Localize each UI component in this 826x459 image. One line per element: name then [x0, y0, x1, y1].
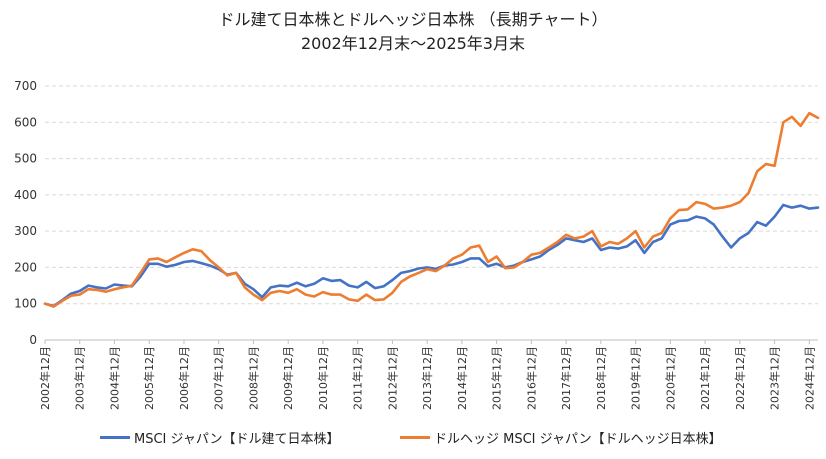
x-tick-label: 2006年12月 [177, 346, 191, 410]
x-tick-label: 2020年12月 [663, 346, 677, 410]
x-tick-label: 2005年12月 [142, 346, 156, 410]
chart-subtitle: 2002年12月末〜2025年3月末 [301, 34, 525, 53]
line-chart: 0 100 200 300 400 500 600 700 2002年12月 2003年12月 20… [14, 79, 820, 410]
y-tick-label: 100 [14, 297, 37, 311]
x-tick-label: 2004年12月 [107, 346, 121, 410]
x-tick-label: 2022年12月 [733, 346, 747, 410]
x-tick-label: 2014年12月 [455, 346, 469, 410]
x-tick-label: 2013年12月 [420, 346, 434, 410]
y-tick-label: 200 [14, 260, 37, 274]
x-tick-label: 2015年12月 [490, 346, 504, 410]
legend-item-usd-japan: MSCI ジャパン【ドル建て日本株】 [100, 428, 340, 447]
x-tick-label: 2012年12月 [385, 346, 399, 410]
y-tick-label: 300 [14, 224, 37, 238]
x-tick-label: 2007年12月 [212, 346, 226, 410]
x-tick-label: 2003年12月 [73, 346, 87, 410]
y-tick-label: 500 [14, 152, 37, 166]
series-line-usd-japan [43, 203, 820, 308]
legend-swatch-orange [400, 436, 430, 439]
x-tick-label: 2009年12月 [281, 346, 295, 410]
x-tick-label: 2016年12月 [524, 346, 538, 410]
x-tick-label: 2018年12月 [594, 346, 608, 410]
y-tick-label: 700 [14, 79, 37, 93]
x-tick-label: 2019年12月 [629, 346, 643, 410]
x-tick-label: 2010年12月 [316, 346, 330, 410]
series-line-hedged-japan [43, 111, 820, 308]
y-tick-label: 600 [14, 115, 37, 129]
legend-swatch-blue [100, 436, 130, 439]
y-tick-label: 0 [29, 333, 37, 347]
legend-label: ドルヘッジ MSCI ジャパン【ドルヘッジ日本株】 [434, 432, 722, 447]
x-tick-label: 2017年12月 [559, 346, 573, 410]
x-tick-label: 2021年12月 [698, 346, 712, 410]
x-tick-label: 2011年12月 [351, 346, 365, 410]
legend: MSCI ジャパン【ドル建て日本株】 ドルヘッジ MSCI ジャパン【ドルヘッジ… [0, 428, 826, 450]
y-tick-label: 400 [14, 188, 37, 202]
x-tick-label: 2023年12月 [768, 346, 782, 410]
chart-title: ドル建て日本株とドルヘッジ日本株 （長期チャート） [218, 10, 608, 29]
x-tick-label: 2024年12月 [802, 346, 816, 410]
x-tick-label: 2008年12月 [246, 346, 260, 410]
legend-item-hedged-japan: ドルヘッジ MSCI ジャパン【ドルヘッジ日本株】 [400, 428, 722, 447]
x-tick-label: 2002年12月 [38, 346, 52, 410]
legend-label: MSCI ジャパン【ドル建て日本株】 [134, 432, 340, 447]
title-block: ドル建て日本株とドルヘッジ日本株 （長期チャート） 2002年12月末〜2025… [0, 8, 826, 56]
